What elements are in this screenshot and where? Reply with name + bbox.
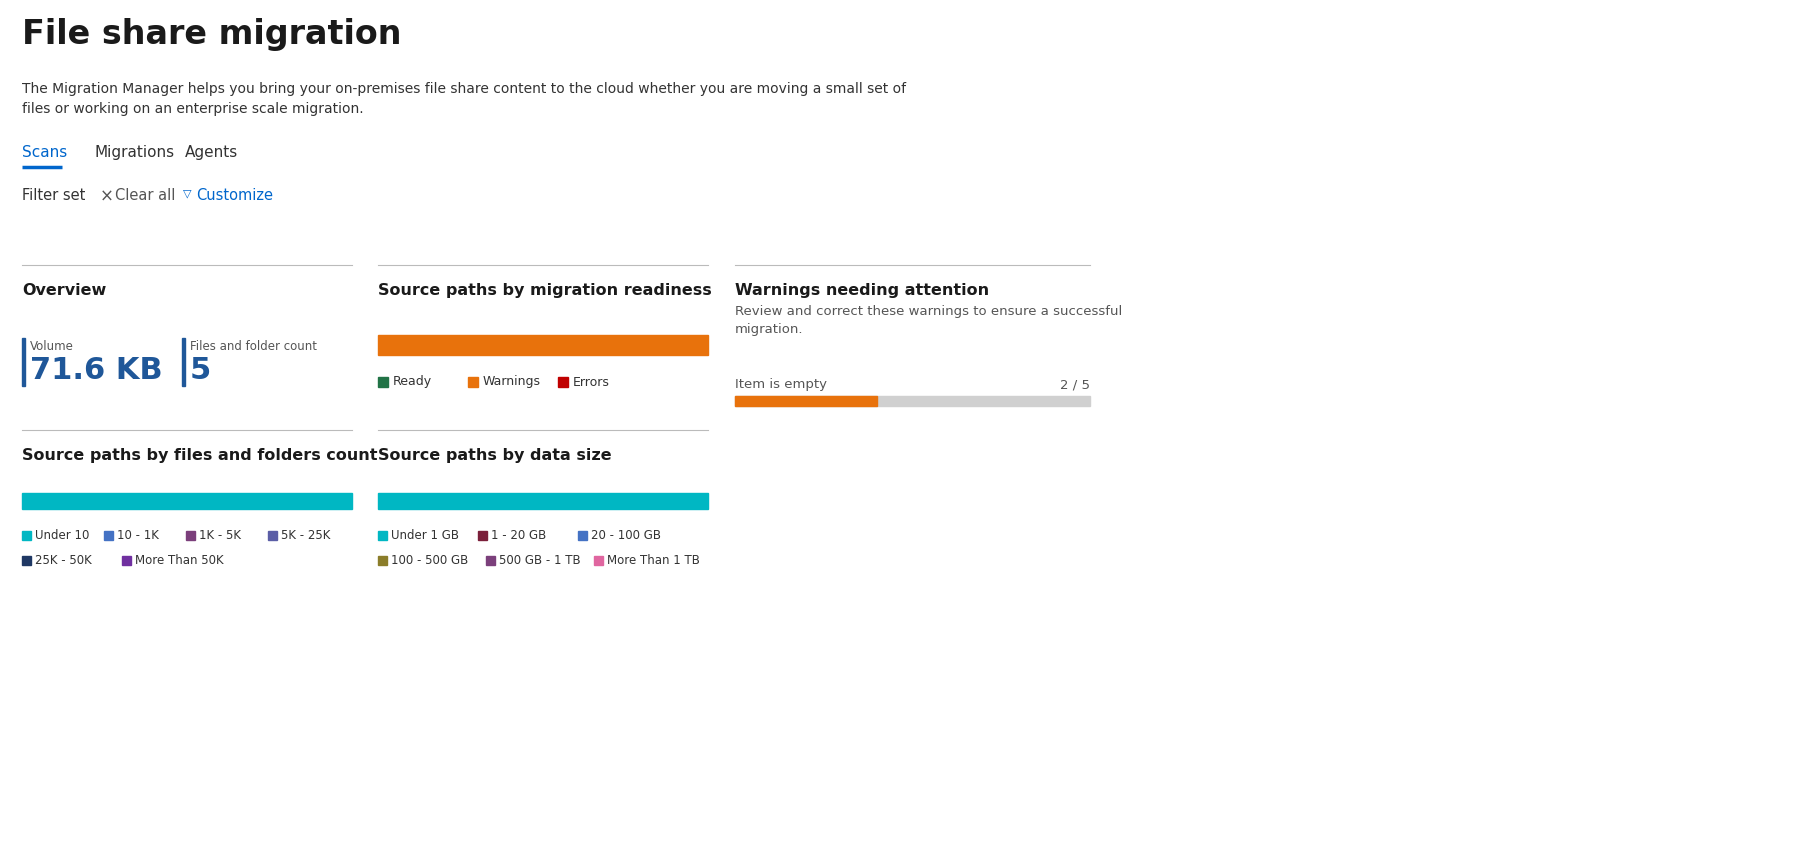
Bar (122, 556, 131, 565)
Text: Warnings needing attention: Warnings needing attention (734, 283, 990, 298)
Text: 20 - 100 GB: 20 - 100 GB (590, 529, 661, 542)
Text: 25K - 50K: 25K - 50K (34, 554, 92, 567)
Text: Warnings: Warnings (482, 375, 542, 389)
Bar (22, 556, 31, 565)
Text: 1 - 20 GB: 1 - 20 GB (491, 529, 545, 542)
Bar (486, 556, 495, 565)
Text: Migrations: Migrations (95, 145, 175, 160)
Text: Clear all: Clear all (115, 188, 175, 203)
Text: Agents: Agents (185, 145, 238, 160)
Text: Item is empty: Item is empty (734, 378, 826, 391)
Text: Source paths by files and folders count: Source paths by files and folders count (22, 448, 378, 463)
Text: Filter set: Filter set (22, 188, 85, 203)
Bar (378, 493, 707, 509)
Bar (479, 531, 488, 540)
Text: 100 - 500 GB: 100 - 500 GB (391, 554, 468, 567)
Bar (185, 531, 194, 540)
Text: 500 GB - 1 TB: 500 GB - 1 TB (499, 554, 581, 567)
Text: Volume: Volume (31, 340, 74, 353)
Bar (578, 531, 587, 540)
Bar (594, 556, 603, 565)
Text: ×: × (101, 188, 113, 206)
Text: 2 / 5: 2 / 5 (1060, 378, 1091, 391)
Bar (734, 396, 1091, 406)
Text: Customize: Customize (196, 188, 274, 203)
Text: Overview: Overview (22, 283, 106, 298)
Text: Scans: Scans (22, 145, 67, 160)
Bar (22, 338, 25, 386)
Text: ▽: ▽ (184, 188, 191, 198)
Bar (378, 531, 387, 540)
Text: Under 10: Under 10 (34, 529, 90, 542)
Text: Ready: Ready (392, 375, 432, 389)
Bar (182, 338, 185, 386)
Text: More Than 1 TB: More Than 1 TB (607, 554, 700, 567)
Text: 5K - 25K: 5K - 25K (281, 529, 331, 542)
Text: Source paths by data size: Source paths by data size (378, 448, 612, 463)
Text: 71.6 KB: 71.6 KB (31, 356, 162, 385)
Text: Source paths by migration readiness: Source paths by migration readiness (378, 283, 711, 298)
Text: The Migration Manager helps you bring your on-premises file share content to the: The Migration Manager helps you bring yo… (22, 82, 905, 116)
Text: 10 - 1K: 10 - 1K (117, 529, 158, 542)
Text: Review and correct these warnings to ensure a successful
migration.: Review and correct these warnings to ens… (734, 305, 1121, 336)
Text: Errors: Errors (572, 375, 610, 389)
Text: More Than 50K: More Than 50K (135, 554, 223, 567)
Text: 5: 5 (191, 356, 211, 385)
Text: Files and folder count: Files and folder count (191, 340, 317, 353)
Text: File share migration: File share migration (22, 18, 401, 51)
Bar (378, 377, 389, 387)
Bar (22, 493, 353, 509)
Bar (268, 531, 277, 540)
Bar (468, 377, 479, 387)
Bar (734, 396, 877, 406)
Bar (558, 377, 569, 387)
Bar (378, 335, 707, 355)
Text: Under 1 GB: Under 1 GB (391, 529, 459, 542)
Bar (378, 556, 387, 565)
Text: 1K - 5K: 1K - 5K (200, 529, 241, 542)
Bar (104, 531, 113, 540)
Bar (22, 531, 31, 540)
